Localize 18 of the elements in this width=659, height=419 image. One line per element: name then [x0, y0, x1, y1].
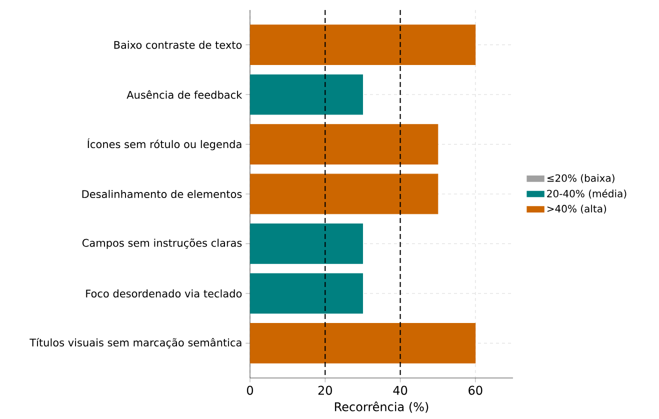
legend-label: ≤20% (baixa) [547, 174, 614, 184]
x-tick-label: 40 [393, 386, 408, 395]
x-tick-label: 20 [318, 386, 332, 395]
x-tick-label: 0 [246, 386, 254, 395]
y-tick-label: Foco desordenado via teclado [86, 289, 242, 298]
x-tick-label: 60 [468, 386, 482, 395]
x-axis-title: Recorrência (%) [334, 402, 428, 413]
bar [250, 74, 364, 115]
legend-label: >40% (alta) [547, 204, 606, 214]
y-tick-label: Campos sem instruções claras [82, 238, 242, 249]
y-tick-label: Títulos visuais sem marcação semântica [30, 338, 242, 348]
y-tick-label: Baixo contraste de texto [114, 40, 242, 49]
legend-label: 20-40% (média) [547, 189, 626, 199]
y-tick-label: Ícones sem rótulo ou legenda [88, 138, 242, 150]
y-tick-label: Desalinhamento de elementos [82, 190, 242, 198]
bar [250, 273, 364, 314]
bar [250, 224, 364, 264]
y-tick-label: Ausência de feedback [126, 90, 242, 99]
